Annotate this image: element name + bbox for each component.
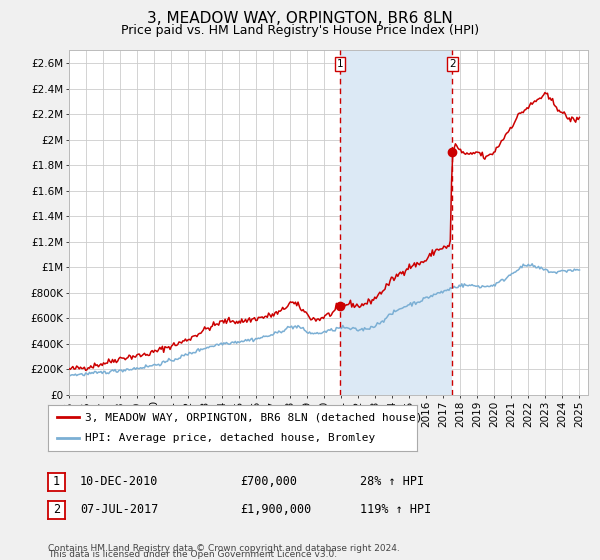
Text: 3, MEADOW WAY, ORPINGTON, BR6 8LN: 3, MEADOW WAY, ORPINGTON, BR6 8LN xyxy=(147,11,453,26)
Text: £700,000: £700,000 xyxy=(240,475,297,488)
Text: 1: 1 xyxy=(337,59,343,69)
Text: Price paid vs. HM Land Registry's House Price Index (HPI): Price paid vs. HM Land Registry's House … xyxy=(121,24,479,36)
Bar xyxy=(340,50,452,395)
Text: 3, MEADOW WAY, ORPINGTON, BR6 8LN (detached house): 3, MEADOW WAY, ORPINGTON, BR6 8LN (detac… xyxy=(85,412,422,422)
Text: Contains HM Land Registry data © Crown copyright and database right 2024.: Contains HM Land Registry data © Crown c… xyxy=(48,544,400,553)
Text: This data is licensed under the Open Government Licence v3.0.: This data is licensed under the Open Gov… xyxy=(48,550,337,559)
Text: HPI: Average price, detached house, Bromley: HPI: Average price, detached house, Brom… xyxy=(85,433,375,444)
Text: £1,900,000: £1,900,000 xyxy=(240,503,311,516)
Text: 1: 1 xyxy=(53,475,60,488)
Text: 2: 2 xyxy=(449,59,455,69)
Text: 07-JUL-2017: 07-JUL-2017 xyxy=(80,503,158,516)
Text: 10-DEC-2010: 10-DEC-2010 xyxy=(80,475,158,488)
Text: 2: 2 xyxy=(53,503,60,516)
Text: 28% ↑ HPI: 28% ↑ HPI xyxy=(360,475,424,488)
Text: 119% ↑ HPI: 119% ↑ HPI xyxy=(360,503,431,516)
